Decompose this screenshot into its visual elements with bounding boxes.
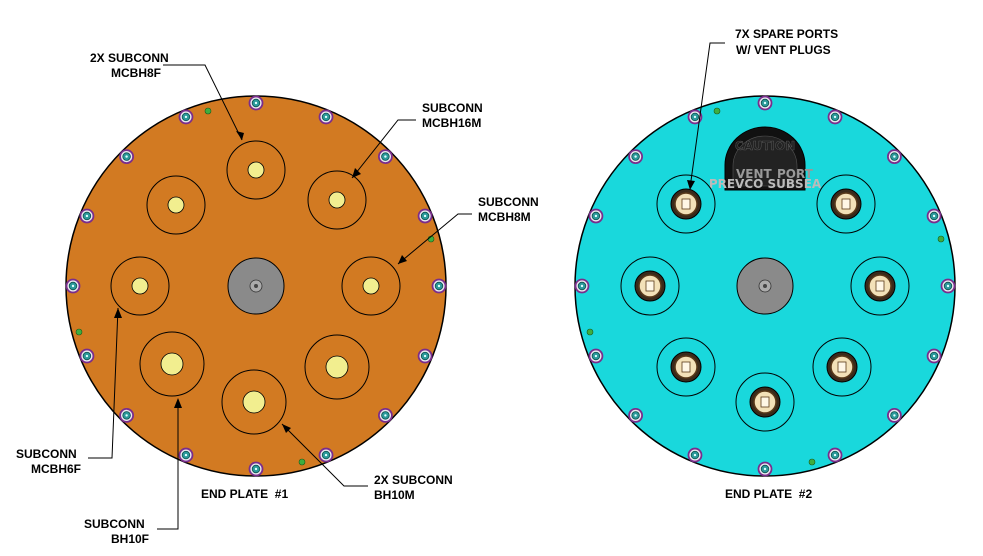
bolt [318,447,334,463]
bolt [887,408,902,423]
bolt [757,461,773,477]
bolt [417,348,433,364]
caution-badge: CAUTION VENT PORT PREVCO SUBSEA [709,126,822,191]
end-plate-2-title: END PLATE #2 [725,487,812,501]
bolt [431,278,447,294]
bolt [687,447,703,463]
label-mcbh6f-line1: SUBCONN [16,447,77,461]
bolt [178,109,194,125]
bolt [940,278,956,294]
bolt [827,109,843,125]
label-mcbh8m-line2: MCBH8M [478,210,531,224]
connector-lower-left [139,331,205,397]
end-plate-1: 2X SUBCONN MCBH8F SUBCONN MCBH16M SUBCON… [16,51,539,546]
vent-plug-port [620,256,680,316]
leader-spare-ports [689,42,725,189]
leader-mcbh8f [163,64,243,141]
alignment-dot [808,458,816,466]
vent-plug-port [656,174,716,234]
label-bh10m-line1: 2X SUBCONN [374,473,453,487]
spare-ports [620,174,910,432]
vent-plug-port [850,256,910,316]
arrowhead [352,168,361,178]
arrowhead [398,255,407,264]
bolt-ring-plate-2 [574,95,956,477]
alignment-dot [937,235,945,243]
caution-text: CAUTION [735,139,795,153]
alignment-dot [298,458,306,466]
bolt [827,447,843,463]
caution-brand-text: PREVCO SUBSEA [709,177,822,191]
bolt [79,348,95,364]
caution-vent-text: VENT [736,167,773,181]
connector-upper-right [307,170,367,230]
vent-plug-port [735,372,795,432]
bolt [378,149,393,164]
leader-bh10m [281,423,368,487]
bolt [926,208,942,224]
label-spare-line2: W/ VENT PLUGS [736,43,831,57]
bolt [628,408,643,423]
caution-port-text: PORT [777,167,814,181]
alignment-dot [713,107,721,115]
leader-mcbh8m [397,213,472,265]
label-bh10f-line1: SUBCONN [84,517,145,531]
vent-plug-port [656,337,716,397]
bolt [887,149,902,164]
center-hub-1 [227,257,285,315]
arrowhead [114,308,122,318]
label-mcbh8f-line2: MCBH8F [111,66,161,80]
bolt [417,208,433,224]
bolt [248,95,264,111]
bolt [757,95,773,111]
connector-bottom [221,369,287,435]
leader-bh10f [157,400,179,530]
bolt [119,149,134,164]
end-plate-2: CAUTION VENT PORT PREVCO SUBSEA 7X SPARE… [574,27,956,501]
connector-right [341,256,401,316]
alignment-dot [204,107,212,115]
bolt [926,348,942,364]
bolt [119,408,134,423]
label-spare-line1: 7X SPARE PORTS [735,27,838,41]
label-mcbh6f-line2: MCBH6F [31,462,81,476]
bolt [65,278,81,294]
bolt [178,447,194,463]
bolt [588,208,604,224]
center-hub-2 [736,257,794,315]
bolt-ring-plate-1 [65,95,447,477]
bolt [378,408,393,423]
label-mcbh8f-line1: 2X SUBCONN [90,51,169,65]
bolt [248,461,264,477]
bolt [318,109,334,125]
vent-plug-port [816,174,876,234]
arrowhead [236,131,244,140]
bolt [687,109,703,125]
leader-mcbh6f [88,307,119,459]
bolt [574,278,590,294]
leader-mcbh16m [351,119,416,179]
end-plate-1-title: END PLATE #1 [201,487,288,501]
alignment-dot [586,328,594,336]
vent-plug-port [812,337,872,397]
connector-upper-left [146,175,206,235]
bolt [588,348,604,364]
arrowhead [282,424,291,433]
arrowhead [687,180,695,190]
bolt [628,149,643,164]
connector-lower-right [304,334,370,400]
bolt [79,208,95,224]
label-bh10m-line2: BH10M [374,488,415,502]
label-bh10f-line2: BH10F [111,532,149,546]
connector-top [226,140,286,200]
arrowhead [174,398,182,408]
label-mcbh16m-line1: SUBCONN [422,101,483,115]
label-mcbh16m-line2: MCBH16M [422,116,481,130]
label-mcbh8m-line1: SUBCONN [478,195,539,209]
connector-left [110,256,170,316]
alignment-dot [75,328,83,336]
